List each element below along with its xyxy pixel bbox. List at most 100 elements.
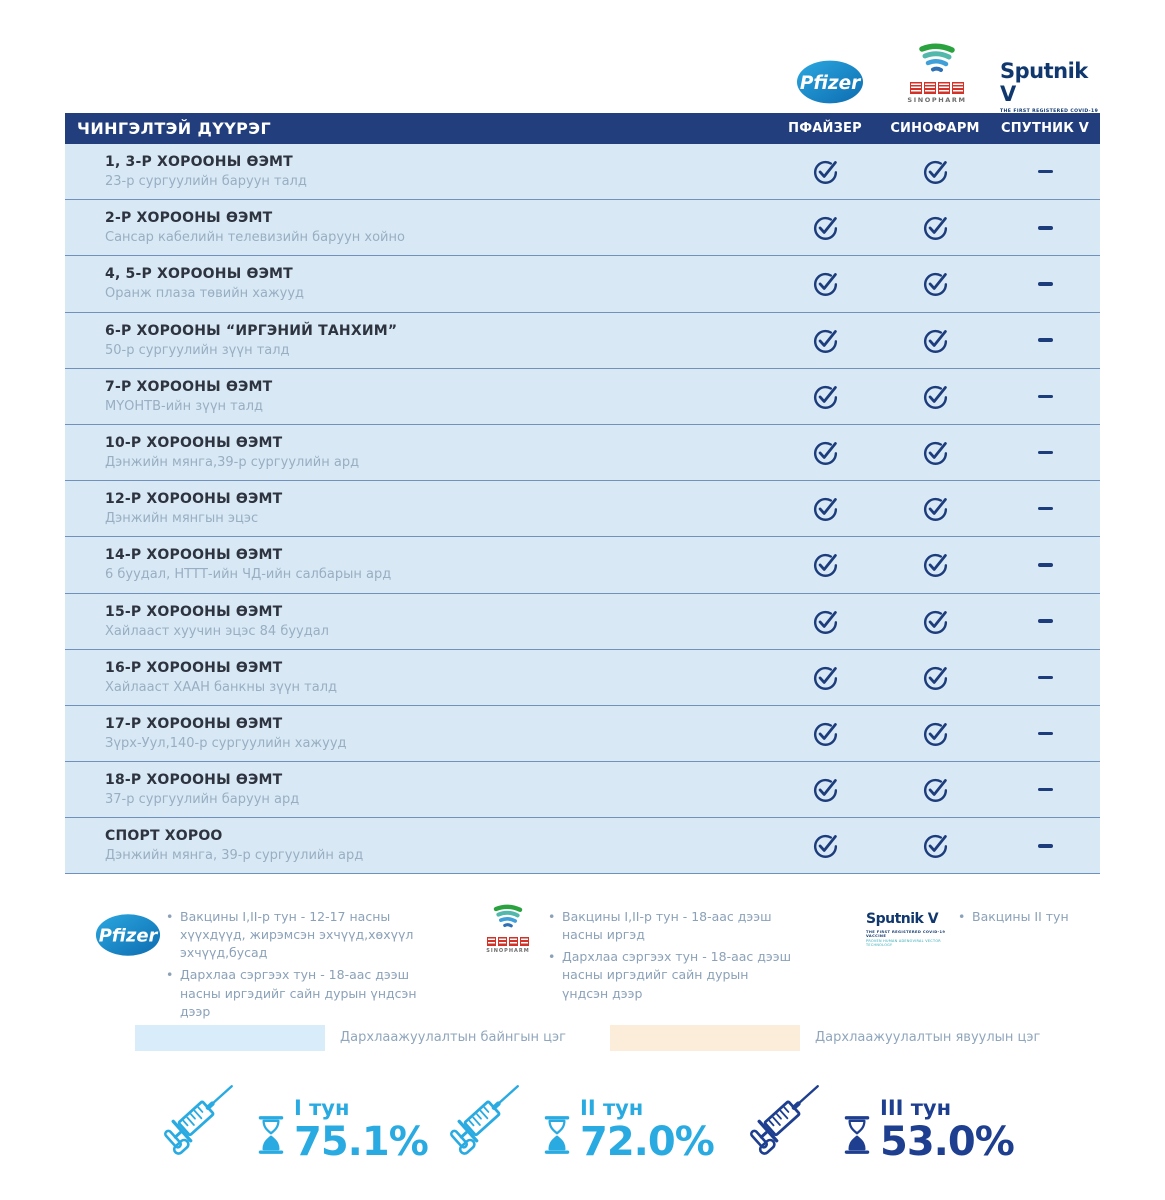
- point-location: 6 буудал, НТТТ-ийн ЧД-ийн салбарын ард: [105, 567, 392, 583]
- table-row: СПОРТ ХОРОО Дэнжийн мянга, 39-р сургуули…: [65, 818, 1100, 875]
- point-title: 4, 5-Р ХОРООНЫ ӨЭМТ: [105, 266, 293, 283]
- point-location: МҮОНТВ-ийн зүүн талд: [105, 398, 264, 414]
- hourglass-icon: [258, 1116, 284, 1154]
- table-row: 7-Р ХОРООНЫ ӨЭМТ МҮОНТВ-ийн зүүн талд: [65, 368, 1100, 425]
- legend-swatch-mobile-point: [610, 1025, 800, 1051]
- pfizer-status-cell: [770, 664, 880, 691]
- point-info: 2-Р ХОРООНЫ ӨЭМТ Сансар кабелийн телевиз…: [65, 210, 770, 245]
- column-header-pfizer: ПФАЙЗЕР: [788, 121, 862, 136]
- point-location: Хайлааст ХААН банкны зүүн талд: [105, 679, 338, 695]
- sinopharm-status-cell: [880, 327, 990, 354]
- sinopharm-chinese-text: [478, 937, 538, 946]
- point-title: 15-Р ХОРООНЫ ӨЭМТ: [105, 603, 283, 620]
- stat-value: 72.0%: [580, 1119, 715, 1165]
- pfizer-status-cell: [770, 270, 880, 297]
- note-bullet: Вакцины I,II-р тун - 12-17 насны хүүхдүү…: [166, 908, 424, 962]
- table-row: 16-Р ХОРООНЫ ӨЭМТ Хайлааст ХААН банкны з…: [65, 649, 1100, 706]
- point-location: Дэнжийн мянга, 39-р сургуулийн ард: [105, 848, 364, 864]
- point-location: 23-р сургуулийн баруун талд: [105, 174, 307, 190]
- check-icon: [923, 329, 947, 353]
- sputnik-status-cell: [990, 787, 1100, 792]
- sinopharm-status-cell: [880, 270, 990, 297]
- note-bullet: Дархлаа сэргээх тун - 18-аас дээш насны …: [548, 948, 796, 1002]
- sinopharm-status-cell: [880, 776, 990, 803]
- check-icon: [923, 497, 947, 522]
- sinopharm-status-cell: [880, 495, 990, 522]
- point-location: Зүрх-Уул,140-р сургуулийн хажууд: [105, 735, 347, 751]
- sputnik-status-cell: [990, 338, 1100, 342]
- check-icon: [813, 216, 837, 241]
- point-info: 12-Р ХОРООНЫ ӨЭМТ Дэнжийн мянгын эцэс: [65, 491, 770, 526]
- point-info: 14-Р ХОРООНЫ ӨЭМТ 6 буудал, НТТТ-ийн ЧД-…: [65, 547, 770, 582]
- pfizer-logo: [796, 59, 864, 109]
- check-icon: [813, 834, 837, 859]
- sinopharm-notes: Вакцины I,II-р тун - 18-аас дээш насны и…: [548, 908, 796, 1007]
- point-location: 50-р сургуулийн зүүн талд: [105, 342, 290, 358]
- dash-icon: [1037, 844, 1053, 848]
- pfizer-status-cell: [770, 608, 880, 635]
- sinopharm-wordmark: SINOPHARM: [907, 96, 967, 104]
- point-title: СПОРТ ХОРОО: [105, 828, 223, 845]
- legend-swatch-permanent-point: [135, 1025, 325, 1051]
- hourglass-icon: [844, 1116, 870, 1154]
- syringe-icon: [438, 1063, 538, 1163]
- pfizer-status-cell: [770, 551, 880, 578]
- point-title: 16-Р ХОРООНЫ ӨЭМТ: [105, 659, 283, 676]
- stat-label: II тун: [580, 1096, 644, 1120]
- table-row: 1, 3-Р ХОРООНЫ ӨЭМТ 23-р сургуулийн бару…: [65, 144, 1100, 201]
- point-location: Хайлааст хуучин эцэс 84 буудал: [105, 623, 329, 639]
- pfizer-status-cell: [770, 383, 880, 410]
- hourglass-icon: [544, 1116, 570, 1154]
- sputnik-v-logo: Sputnik V THE FIRST REGISTERED COVID-19 …: [866, 911, 956, 947]
- check-icon: [813, 610, 837, 634]
- point-info: 6-Р ХОРООНЫ “ИРГЭНИЙ ТАНХИМ” 50-р сургуу…: [65, 323, 770, 358]
- sinopharm-logo: SINOPHARM: [903, 42, 971, 104]
- check-icon: [813, 778, 837, 803]
- check-icon: [813, 497, 837, 522]
- point-info: 16-Р ХОРООНЫ ӨЭМТ Хайлааст ХААН банкны з…: [65, 660, 770, 695]
- sputnik-status-cell: [990, 563, 1100, 567]
- stat-dose-2: II тун 72.0%: [438, 1063, 715, 1165]
- point-location: Дэнжийн мянгын эцэс: [105, 511, 259, 527]
- vaccination-points-table: 1, 3-Р ХОРООНЫ ӨЭМТ 23-р сургуулийн бару…: [65, 144, 1100, 875]
- dash-icon: [1037, 169, 1053, 174]
- sinopharm-status-cell: [880, 158, 990, 185]
- stat-dose-1: I тун 75.1%: [152, 1063, 429, 1165]
- pfizer-status-cell: [770, 832, 880, 859]
- pfizer-logo: [95, 913, 161, 961]
- table-row: 14-Р ХОРООНЫ ӨЭМТ 6 буудал, НТТТ-ийн ЧД-…: [65, 537, 1100, 594]
- pfizer-status-cell: [770, 720, 880, 747]
- check-icon: [813, 329, 837, 353]
- stat-value: 75.1%: [294, 1119, 429, 1165]
- table-row: 6-Р ХОРООНЫ “ИРГЭНИЙ ТАНХИМ” 50-р сургуу…: [65, 312, 1100, 369]
- point-title: 7-Р ХОРООНЫ ӨЭМТ: [105, 378, 273, 395]
- dash-icon: [1037, 563, 1053, 567]
- table-row: 4, 5-Р ХОРООНЫ ӨЭМТ Оранж плаза төвийн х…: [65, 256, 1100, 313]
- sputnik-status-cell: [990, 282, 1100, 286]
- sputnik-status-cell: [990, 844, 1100, 848]
- pfizer-status-cell: [770, 214, 880, 241]
- check-icon: [923, 610, 947, 634]
- sputnik-caption-1: THE FIRST REGISTERED COVID-19 VACCINE: [866, 930, 946, 939]
- table-row: 2-Р ХОРООНЫ ӨЭМТ Сансар кабелийн телевиз…: [65, 200, 1100, 257]
- dash-icon: [1037, 619, 1053, 623]
- point-info: 15-Р ХОРООНЫ ӨЭМТ Хайлааст хуучин эцэс 8…: [65, 604, 770, 639]
- dash-icon: [1037, 675, 1053, 680]
- dash-icon: [1037, 506, 1053, 511]
- point-info: 17-Р ХОРООНЫ ӨЭМТ Зүрх-Уул,140-р сургуул…: [65, 716, 770, 751]
- point-location: 37-р сургуулийн баруун ард: [105, 792, 300, 808]
- point-title: 6-Р ХОРООНЫ “ИРГЭНИЙ ТАНХИМ”: [105, 322, 398, 339]
- sinopharm-status-cell: [880, 551, 990, 578]
- point-title: 10-Р ХОРООНЫ ӨЭМТ: [105, 435, 283, 452]
- sputnik-status-cell: [990, 619, 1100, 623]
- point-title: 14-Р ХОРООНЫ ӨЭМТ: [105, 547, 283, 564]
- check-icon: [923, 385, 947, 409]
- sinopharm-status-cell: [880, 832, 990, 859]
- sputnik-status-cell: [990, 226, 1100, 230]
- table-row: 18-Р ХОРООНЫ ӨЭМТ 37-р сургуулийн баруун…: [65, 762, 1100, 819]
- sinopharm-chinese-text: [903, 82, 971, 94]
- dash-icon: [1037, 731, 1053, 736]
- check-icon: [923, 273, 947, 297]
- check-icon: [923, 778, 947, 803]
